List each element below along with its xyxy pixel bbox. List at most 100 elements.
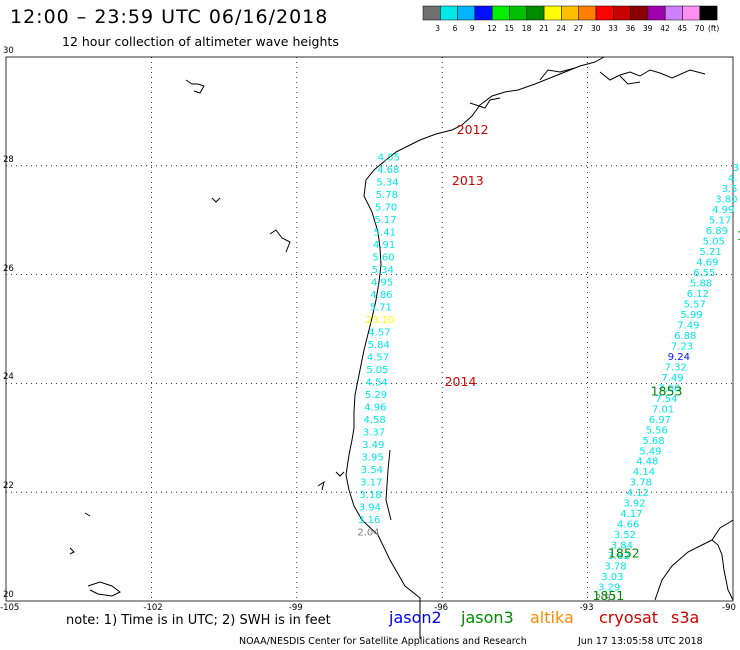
wave-height-label: 5.88: [690, 279, 712, 290]
satellite-jason2: jason2: [389, 608, 442, 627]
pass-id-label: 1851: [592, 588, 624, 603]
legend-swatch: [474, 5, 493, 21]
wave-height-label: 5.34: [372, 265, 394, 276]
gulf-coastline: [69, 56, 734, 639]
wave-height-label: 3.29: [598, 583, 620, 594]
wave-height-label: 4.66: [617, 520, 639, 531]
wave-height-label: 7.23: [671, 341, 693, 352]
wave-height-label: 23.10: [366, 315, 395, 326]
bay-detail: [539, 67, 576, 81]
pass-labels: 2012 2013 2014 1853 1852 1851 1: [445, 122, 740, 603]
yucatan-coast: [711, 519, 734, 541]
wave-height-label: 5.68: [642, 436, 664, 447]
inland-lake: [84, 512, 91, 517]
wave-height-label: 3.95: [361, 453, 383, 464]
legend-swatch: [664, 5, 683, 21]
legend-swatch: [578, 5, 597, 21]
wave-track-east: 34.3.53.804.995.176.895.055.214.696.555.…: [595, 163, 739, 604]
legend-swatch: [526, 5, 545, 21]
wave-height-label: 4.91: [373, 240, 395, 251]
lat-tick-label: 30: [3, 46, 14, 56]
lon-tick-label: -105: [0, 603, 20, 613]
wave-height-label: 5.34: [376, 177, 398, 188]
wave-height-label: 4.57: [367, 353, 389, 364]
pass-id-label: 1852: [608, 545, 640, 560]
inland-lake: [185, 79, 205, 94]
wave-height-label: 6.97: [649, 415, 671, 426]
satellite-altika: altika: [530, 608, 574, 627]
coastline-path: [345, 56, 605, 639]
wave-height-label: 4.68: [377, 165, 399, 176]
wave-height-label: 2.04: [357, 528, 379, 539]
wave-height-label: 5.71: [370, 303, 392, 314]
wave-height-label: 4.12: [627, 488, 649, 499]
wave-height-label: 5.57: [684, 300, 706, 311]
legend-swatch: [440, 5, 458, 21]
wave-height-label: 7.49: [661, 373, 683, 384]
legend-swatch: [561, 5, 579, 21]
inland-lake: [211, 197, 221, 203]
wave-height-label: 6.89: [706, 226, 728, 237]
wave-height-label: 3: [733, 163, 739, 174]
wave-height-label: 7.49: [677, 320, 699, 331]
legend-label: 33: [608, 24, 618, 33]
satellite-cryosat: cryosat: [599, 608, 659, 627]
wave-height-label: 4.96: [364, 403, 386, 414]
footer-timestamp: Jun 17 13:05:58 UTC 2018: [578, 636, 703, 647]
wave-height-label: 3.78: [604, 562, 626, 573]
lon-tick-label: -102: [143, 603, 163, 613]
wave-height-label: 7.60: [658, 383, 680, 394]
legend-label: 21: [539, 24, 549, 33]
wave-height-label: 5.05: [366, 365, 388, 376]
map-grid: [6, 57, 733, 601]
legend-label: 27: [573, 24, 584, 33]
legend-swatch: [613, 5, 631, 21]
legend-label: 6: [452, 24, 458, 33]
pass-id-label: 2012: [457, 122, 489, 137]
wave-height-label: 3.49: [362, 440, 384, 451]
pass-id-label: 1853: [651, 383, 683, 398]
pass-id-label: 2014: [445, 374, 477, 389]
inland-lake: [87, 581, 121, 597]
wave-height-label: 6.88: [674, 331, 696, 342]
wave-height-label: 6.55: [693, 268, 715, 279]
wave-height-label: 5.05: [703, 237, 725, 248]
wave-height-label: 9.24: [668, 352, 690, 363]
wave-height-label: 3.94: [359, 503, 381, 514]
inland-lake: [69, 547, 75, 555]
legend-label: 70: [694, 24, 705, 33]
wave-height-label: 3.16: [358, 515, 380, 526]
inland-lake: [317, 480, 325, 491]
wave-track-west: 4.554.685.345.785.705.175.414.915.605.34…: [357, 152, 400, 538]
wave-height-label: 5.84: [368, 340, 390, 351]
wave-height-label: 3.18: [359, 490, 381, 501]
wave-height-label: 5.78: [376, 190, 398, 201]
legend-label: 36: [625, 24, 636, 33]
legend-label: 42: [660, 24, 670, 33]
footer-note: note: 1) Time is in UTC; 2) SWH is in fe…: [66, 613, 331, 628]
legend-label: 3: [435, 24, 441, 33]
legend-label: 30: [591, 24, 601, 33]
wave-height-label: 3.82: [608, 551, 630, 562]
legend-swatch: [699, 5, 718, 21]
wave-height-label: 3.5: [722, 184, 738, 195]
lon-tick-label: -90: [722, 603, 736, 613]
wave-height-label: 3.92: [623, 499, 645, 510]
page-title: 12:00 – 23:59 UTC 06/16/2018: [10, 6, 329, 28]
wave-height-label: 3.78: [630, 478, 652, 489]
legend-label: 18: [521, 24, 532, 33]
legend-label: 39: [642, 24, 653, 33]
pass-id-label: 1: [737, 228, 740, 243]
wave-height-label: 4.58: [364, 415, 386, 426]
wave-height-label: 4.17: [620, 509, 642, 520]
bay-detail: [469, 97, 501, 109]
legend-label: 9: [469, 24, 475, 33]
wave-height-label: 5.60: [372, 252, 394, 263]
legend-swatch: [647, 5, 666, 21]
wave-height-label: 5.21: [699, 247, 721, 258]
legend-swatch: [543, 5, 562, 21]
lat-tick-label: 28: [3, 154, 14, 165]
wave-height-label: 6.12: [687, 289, 709, 300]
wave-height-label: 4.95: [371, 277, 393, 288]
wave-height-label: 4.54: [366, 378, 388, 389]
